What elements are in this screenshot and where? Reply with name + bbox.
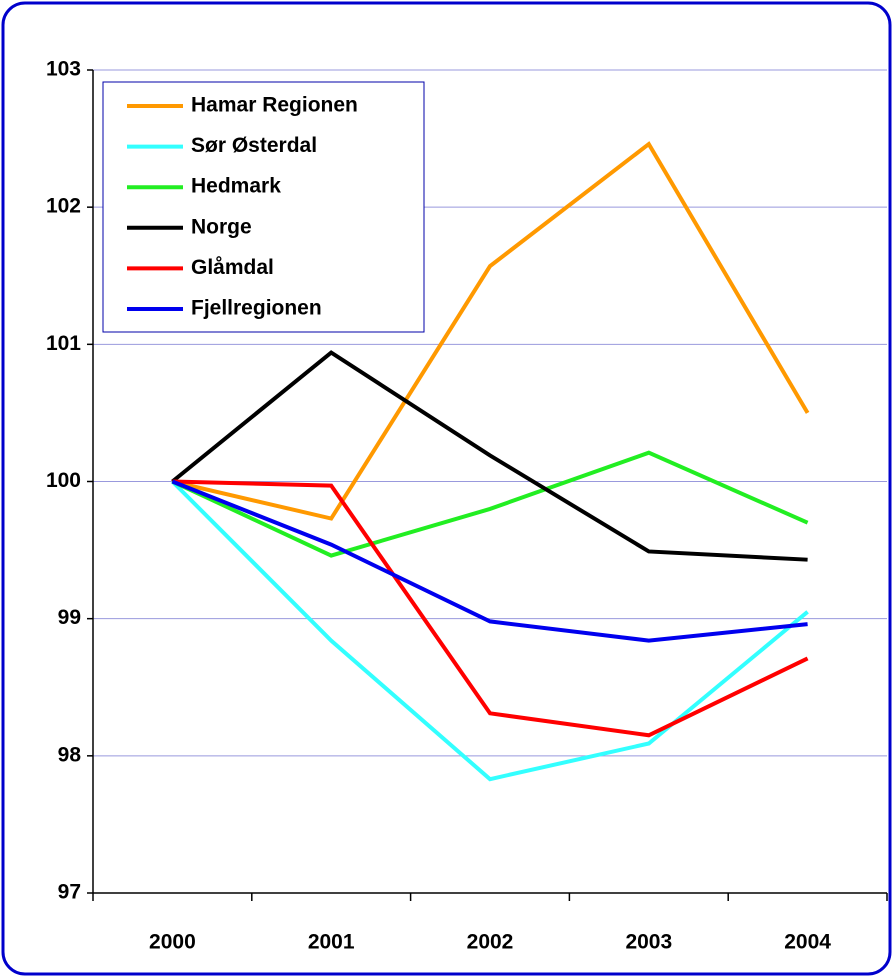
axes: 97 98 99 100 101 102 103 2000 2001 2002 2003 2004 (46, 58, 888, 954)
legend-label: Hamar Regionen (191, 94, 358, 117)
series-line (171, 350, 808, 562)
y-tick-label: 97 (58, 881, 81, 904)
x-tick-label: 2003 (625, 931, 672, 954)
x-tick-label: 2002 (467, 931, 514, 954)
legend-box (102, 81, 425, 333)
legend: Hamar Regionen Sør Østerdal Hedmark Norge Gl… (102, 81, 425, 333)
series-line (171, 450, 809, 558)
legend-label: Norge (191, 215, 252, 238)
y-tick-label: 99 (58, 606, 81, 629)
legend-label: Hedmark (191, 175, 281, 198)
series-line (171, 141, 810, 521)
x-tick-label: 2000 (149, 931, 196, 954)
series-line (172, 479, 809, 738)
y-tick-label: 102 (46, 195, 81, 218)
legend-label: Glåmdal (191, 256, 274, 279)
plot (170, 141, 810, 782)
legend-label: Sør Østerdal (191, 134, 317, 157)
x-tick-label: 2001 (308, 931, 355, 954)
x-tick-label: 2004 (784, 931, 831, 954)
y-tick-label: 103 (46, 58, 81, 81)
series-line (171, 479, 808, 643)
y-tick-label: 98 (58, 743, 82, 766)
y-tick-label: 101 (46, 332, 81, 355)
series-line (170, 480, 809, 782)
y-tick-label: 100 (46, 469, 81, 492)
legend-label: Fjellregionen (191, 297, 322, 320)
